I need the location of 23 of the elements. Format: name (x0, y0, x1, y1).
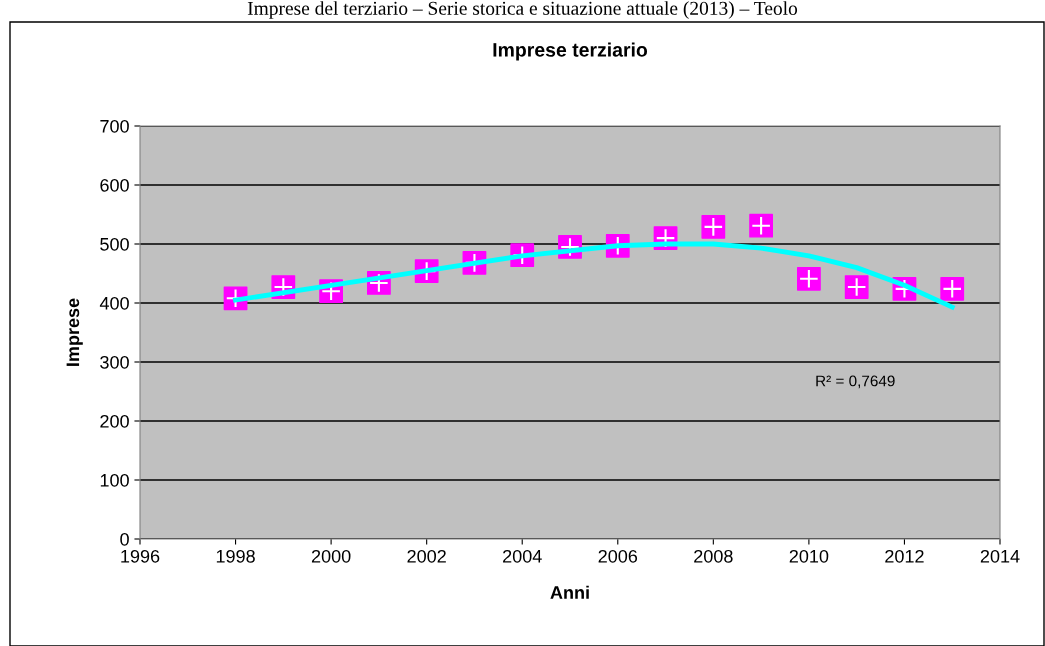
y-tick-label: 100 (100, 473, 129, 487)
x-tick-label: 2010 (789, 549, 829, 563)
x-tick-label: 1996 (121, 549, 160, 563)
x-axis-title: Anni (550, 585, 589, 599)
x-tick-label: 2008 (694, 549, 733, 563)
y-tick-label: 300 (100, 355, 129, 369)
x-tick-label: 1998 (216, 549, 255, 563)
x-tick-label: 2002 (407, 549, 446, 563)
x-tick-label: 2006 (598, 549, 638, 563)
y-tick-label: 400 (99, 296, 129, 310)
chart-title: Imprese terziario (493, 42, 648, 61)
y-tick-label: 500 (100, 237, 129, 251)
annotation: R² = 0,7649 (816, 375, 895, 389)
x-tick-label: 2014 (980, 549, 1020, 563)
x-tick-label: 2012 (885, 549, 924, 563)
text: Imprese del terziario – Serie storica e situazione attuale (2013) – Teolo (247, 1, 798, 19)
y-axis-title: Imprese (66, 298, 83, 366)
x-tick-label: 2004 (503, 549, 542, 563)
x-tick-label: 2000 (311, 549, 351, 563)
y-tick-label: 700 (100, 119, 129, 133)
y-tick-label: 0 (120, 532, 129, 546)
y-tick-label: 200 (100, 414, 129, 428)
y-tick-label: 600 (100, 178, 129, 192)
